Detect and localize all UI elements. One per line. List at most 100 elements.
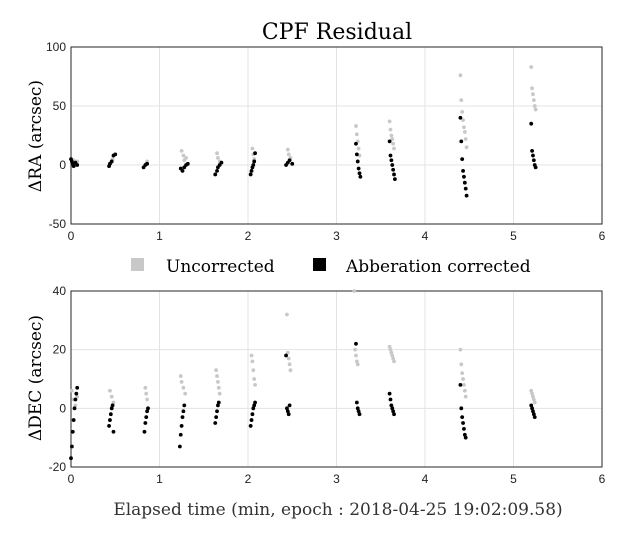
dec-uncorrected-point bbox=[286, 356, 291, 361]
ra-corrected-point bbox=[215, 169, 219, 173]
dec-corrected-point bbox=[463, 435, 468, 440]
ra-corrected-point bbox=[357, 171, 362, 176]
ra-uncorrected-point bbox=[285, 147, 290, 152]
ra-corrected-point bbox=[533, 165, 538, 170]
dec-uncorrected-point bbox=[253, 382, 257, 387]
dec-corrected-point bbox=[71, 418, 76, 422]
dec-corrected-point bbox=[389, 403, 394, 408]
dec-uncorrected-point bbox=[252, 377, 257, 381]
ra-corrected-point bbox=[253, 151, 257, 156]
dec-uncorrected-point bbox=[354, 353, 358, 358]
dec-corrected-point bbox=[458, 382, 463, 387]
dec-corrected-point bbox=[531, 409, 535, 414]
ra-corrected-point bbox=[71, 164, 76, 169]
dec-uncorrected-point bbox=[214, 368, 219, 373]
dec-corrected-point bbox=[253, 400, 257, 405]
ra-corrected-point bbox=[290, 161, 295, 166]
dec-uncorrected-point bbox=[388, 347, 393, 352]
dec-corrected-point bbox=[72, 406, 77, 411]
dec-corrected-point bbox=[460, 415, 465, 420]
ra-uncorrected-point bbox=[532, 104, 537, 108]
dec-corrected-point bbox=[248, 424, 253, 428]
ra-corrected-point bbox=[388, 153, 393, 158]
dec-uncorrected-point bbox=[389, 350, 394, 355]
ra-uncorrected-point bbox=[354, 132, 359, 137]
dec-corrected-point bbox=[354, 400, 359, 405]
dec-uncorrected-point bbox=[352, 289, 357, 293]
dec-corrected-point bbox=[251, 406, 256, 411]
dec-uncorrected-point bbox=[459, 362, 464, 367]
ra-y-tick-label: 100 bbox=[46, 40, 66, 54]
dec-corrected-point bbox=[392, 412, 396, 417]
dec-uncorrected-point bbox=[285, 312, 289, 317]
ra-corrected-point bbox=[185, 161, 190, 166]
ra-uncorrected-point bbox=[458, 73, 463, 78]
dec-corrected-point bbox=[388, 397, 393, 402]
dec-uncorrected-point bbox=[531, 397, 536, 402]
ra-corrected-point bbox=[392, 172, 396, 177]
dec-corrected-point bbox=[182, 403, 187, 408]
ra-x-tick-label: 5 bbox=[510, 229, 517, 243]
ra-uncorrected-point bbox=[531, 98, 536, 102]
dec-corrected-point bbox=[215, 409, 219, 414]
ra-uncorrected-point bbox=[531, 92, 535, 97]
ra-uncorrected-point bbox=[461, 118, 465, 123]
ra-corrected-point bbox=[529, 121, 534, 126]
x-axis-label: Elapsed time (min, epoch : 2018-04-25 19… bbox=[113, 500, 562, 520]
dec-uncorrected-point bbox=[111, 400, 116, 405]
ra-uncorrected-point bbox=[215, 151, 219, 156]
ra-uncorrected-point bbox=[388, 127, 393, 132]
ra-x-tick-label: 6 bbox=[599, 229, 606, 243]
dec-corrected-point bbox=[180, 415, 185, 420]
ra-corrected-point bbox=[391, 167, 396, 172]
dec-uncorrected-point bbox=[353, 347, 357, 352]
dec-uncorrected-point bbox=[531, 394, 535, 399]
dec-corrected-point bbox=[461, 421, 465, 425]
ra-corrected-point bbox=[213, 172, 218, 177]
dec-corrected-point bbox=[532, 415, 537, 420]
ra-uncorrected-point bbox=[216, 156, 220, 160]
ra-corrected-point bbox=[248, 172, 253, 177]
dec-uncorrected-point bbox=[251, 368, 256, 373]
dec-corrected-point bbox=[144, 415, 149, 420]
dec-uncorrected-point bbox=[288, 368, 293, 373]
ra-corrected-point bbox=[531, 153, 535, 158]
dec-corrected-point bbox=[459, 406, 464, 411]
ra-corrected-point bbox=[109, 159, 114, 164]
dec-x-tick-label: 3 bbox=[333, 472, 340, 486]
dec-corrected-point bbox=[530, 406, 534, 411]
dec-uncorrected-point bbox=[354, 359, 359, 364]
ra-y-tick-label: -50 bbox=[49, 217, 67, 231]
ra-corrected-point bbox=[251, 163, 256, 167]
dec-uncorrected-point bbox=[463, 394, 468, 399]
dec-uncorrected-point bbox=[143, 385, 148, 390]
dec-uncorrected-point bbox=[392, 359, 396, 364]
dec-x-tick-label: 1 bbox=[156, 472, 163, 486]
ra-corrected-point bbox=[460, 157, 465, 162]
ra-corrected-point bbox=[354, 152, 359, 157]
ra-corrected-point bbox=[393, 177, 397, 182]
ra-corrected-point bbox=[249, 169, 254, 173]
dec-corrected-point bbox=[214, 415, 219, 420]
dec-uncorrected-point bbox=[387, 344, 392, 349]
ra-uncorrected-point bbox=[533, 107, 538, 112]
dec-corrected-point bbox=[286, 412, 291, 417]
dec-x-tick-label: 5 bbox=[510, 472, 517, 486]
dec-corrected-point bbox=[390, 406, 395, 411]
legend: Uncorrected Abberation corrected bbox=[131, 257, 531, 277]
ra-uncorrected-point bbox=[462, 130, 467, 134]
ra-uncorrected-point bbox=[389, 133, 394, 138]
dec-corrected-point bbox=[216, 400, 221, 405]
ra-corrected-point bbox=[145, 161, 150, 166]
dec-corrected-point bbox=[284, 353, 288, 358]
ra-corrected-point bbox=[75, 163, 80, 167]
dec-corrected-point bbox=[178, 432, 183, 437]
dec-uncorrected-point bbox=[390, 353, 395, 358]
dec-uncorrected-point bbox=[217, 391, 222, 396]
dec-x-tick-label: 2 bbox=[245, 472, 252, 486]
ra-uncorrected-point bbox=[250, 146, 255, 151]
ra-corrected-point bbox=[219, 160, 224, 165]
ra-corrected-point bbox=[464, 193, 469, 198]
